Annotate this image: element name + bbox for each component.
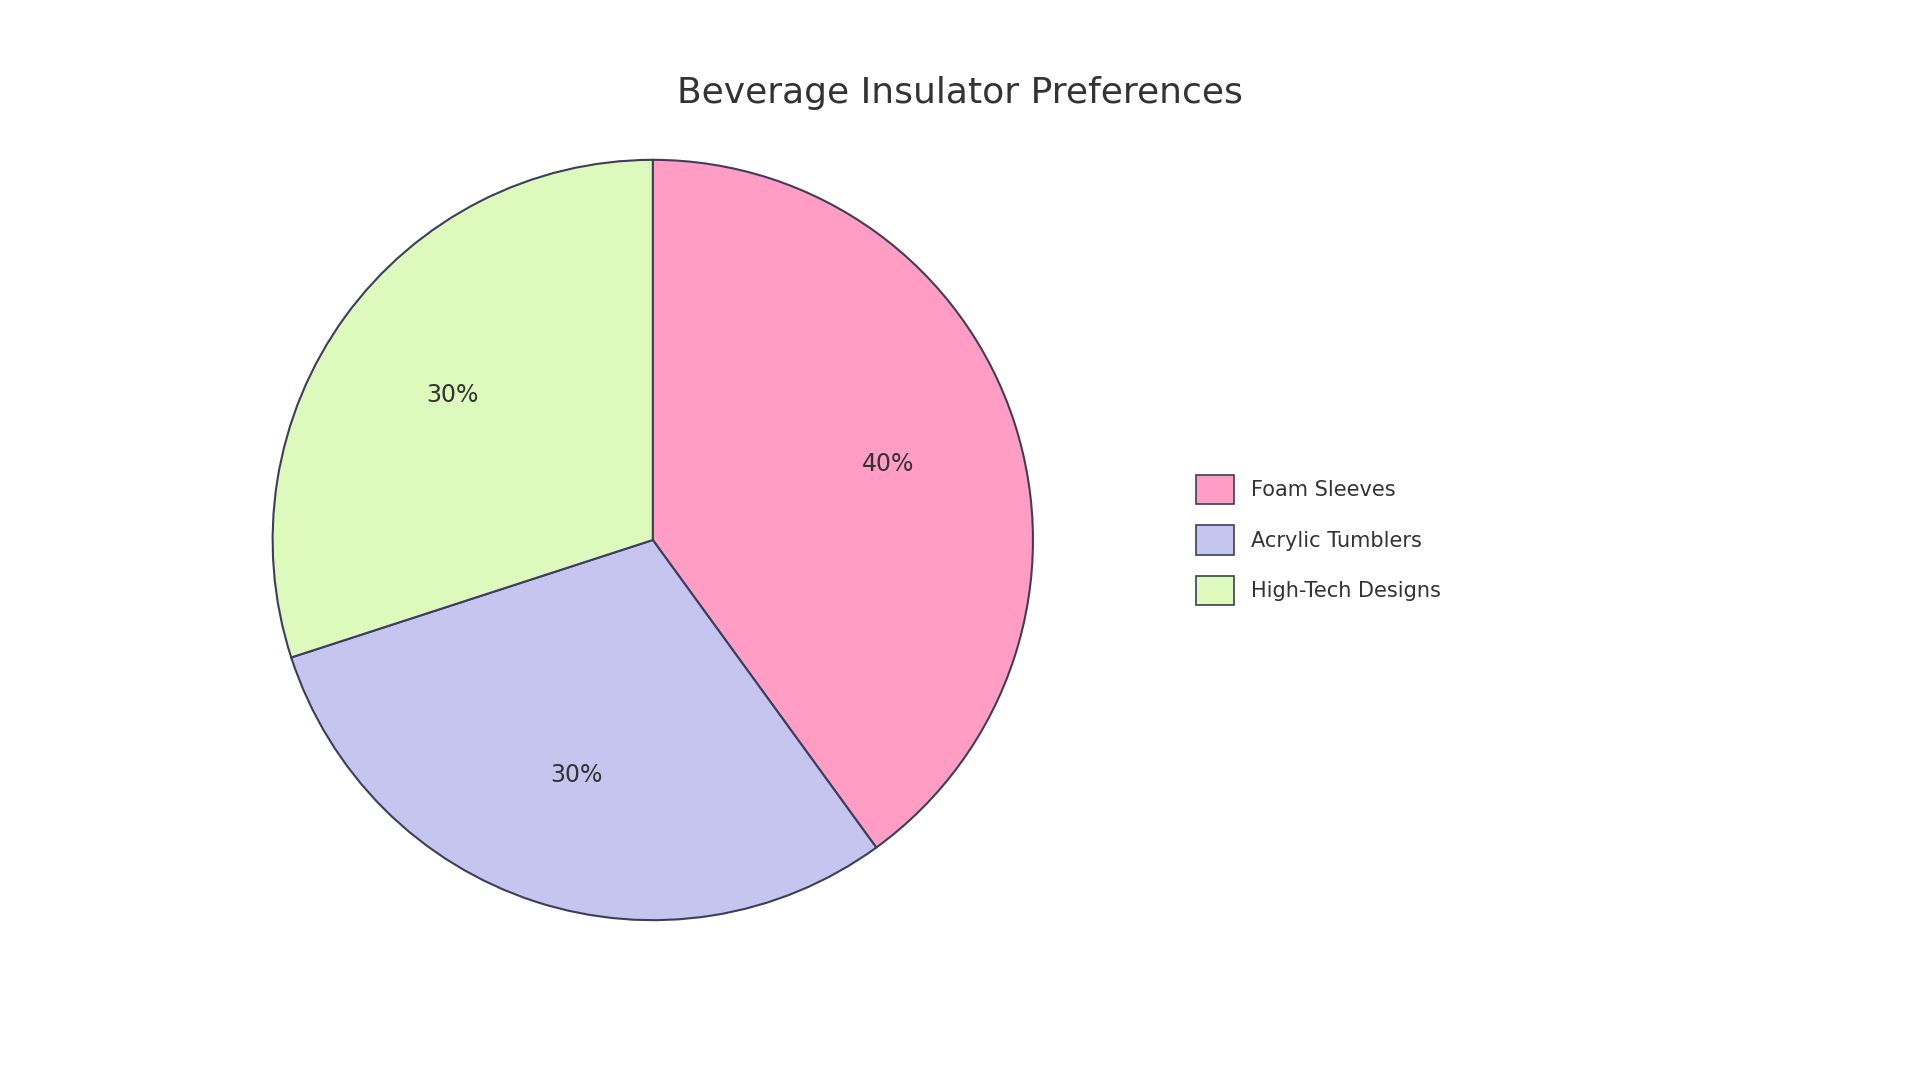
Text: 30%: 30% (426, 382, 480, 407)
Wedge shape (273, 160, 653, 658)
Text: 30%: 30% (551, 762, 603, 787)
Text: 40%: 40% (862, 451, 914, 475)
Legend: Foam Sleeves, Acrylic Tumblers, High-Tech Designs: Foam Sleeves, Acrylic Tumblers, High-Tec… (1187, 464, 1452, 616)
Wedge shape (653, 160, 1033, 848)
Text: Beverage Insulator Preferences: Beverage Insulator Preferences (678, 76, 1242, 109)
Wedge shape (292, 540, 876, 920)
